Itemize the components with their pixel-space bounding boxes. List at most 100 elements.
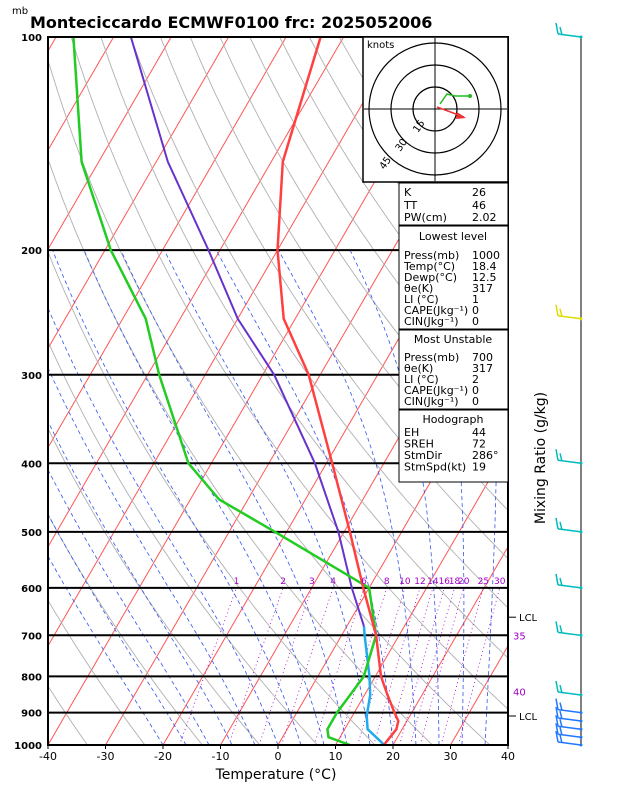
wind-barb-flag2-2	[559, 453, 563, 462]
storm-motion-arrowhead	[456, 112, 466, 119]
moist-adiabat-line	[48, 513, 187, 745]
hodograph-ring-15	[412, 86, 458, 132]
hodograph-stat-label-1: SREH	[404, 438, 434, 451]
lowest-level-value-6: 0	[472, 315, 479, 328]
pressure-tick-200: 200	[21, 246, 42, 257]
wind-barb-dot-3	[579, 530, 583, 534]
lowest-level-label-1: Temp(°C)	[403, 260, 455, 273]
isotherm-line	[48, 37, 230, 350]
temp-tick-10: 10	[329, 750, 343, 763]
lowest-level-label-6: CIN(Jkg⁻¹)	[404, 315, 459, 328]
mixing-ratio-line	[228, 587, 284, 745]
mixing-ratio-label-9: 16	[439, 577, 451, 587]
temp-tick--20: -20	[154, 750, 172, 763]
dry-adiabat-line	[100, 37, 508, 659]
lowest-level-label-3: θe(K)	[404, 282, 433, 295]
index-tt-value: 46	[472, 199, 486, 212]
mixing-ratio-label-12: 25	[478, 577, 489, 587]
wind-barb-flag-8	[555, 706, 559, 719]
wind-panel: Mixing Ratio (g/kg)	[533, 22, 583, 747]
wind-barb-flag2-7	[559, 702, 563, 711]
wind-barb-dot-2	[579, 461, 583, 465]
dry-adiabat-line	[48, 599, 146, 745]
hodograph-stat-value-0: 44	[472, 426, 486, 439]
moist-adiabat-line	[83, 249, 325, 745]
pressure-unit-label: mb	[12, 6, 28, 17]
mixing-ratio-label-6: 10	[399, 577, 411, 587]
moist-adiabat-line	[215, 249, 394, 745]
temp-tick-40: 40	[501, 750, 515, 763]
wind-barb-flag-2	[555, 449, 559, 461]
most-unstable-value-2: 2	[472, 373, 479, 386]
hodograph-unit: knots	[367, 40, 394, 51]
wind-barb-flag2-1	[559, 308, 563, 317]
wind-barb-flag-5	[555, 621, 559, 633]
wind-barb-dot-9	[579, 727, 583, 731]
wind-barb-flag-0	[555, 22, 559, 35]
mixing-ratio-line	[419, 587, 465, 745]
lowest-level-box	[398, 225, 509, 330]
mixing-ratio-line	[281, 587, 334, 745]
temp-tick-20: 20	[386, 750, 400, 763]
isotherm-line	[566, 37, 618, 745]
wind-barb-flag2-10	[559, 727, 563, 736]
pressure-tick-1000: 1000	[14, 741, 42, 752]
isotherm-line	[48, 37, 115, 152]
dry-adiabat-line	[48, 250, 376, 745]
dewpoint-line	[72, 37, 378, 745]
hodograph: knots 15 30 45	[362, 36, 509, 183]
wind-barb-flag-9	[555, 715, 559, 727]
isotherm-line	[48, 37, 402, 647]
x-axis-label: Temperature (°C)	[215, 767, 337, 783]
hodograph-stats-title: Hodograph	[423, 413, 484, 426]
hodograph-stat-value-1: 72	[472, 438, 486, 451]
lcl-label-1: LCL	[519, 613, 538, 624]
wind-barb-flag-1	[555, 304, 559, 316]
wind-barb-flag-3	[555, 517, 559, 530]
indices-box	[398, 182, 509, 226]
most-unstable-label-3: CAPE(Jkg⁻¹)	[404, 384, 468, 397]
wind-barb-flag2-8	[559, 710, 563, 720]
wind-barb-dot-11	[579, 743, 583, 747]
index-pw-value: 2.02	[472, 211, 497, 224]
isotherm-line	[335, 446, 508, 745]
temp-tick--30: -30	[97, 750, 115, 763]
mixing-ratio-label-10: 18	[449, 577, 461, 587]
dry-adiabat-line	[189, 37, 508, 511]
mixing-ratio-line	[458, 587, 501, 745]
parcel-upper-line	[129, 37, 365, 627]
mixing-ratio-label-4: 6	[361, 577, 367, 587]
wind-barb-flag2-0	[559, 26, 563, 36]
moist-adiabat-line	[52, 249, 302, 745]
dry-adiabat-line	[159, 37, 508, 560]
lowest-level-value-3: 317	[472, 282, 493, 295]
lowest-level-value-0: 1000	[472, 249, 500, 262]
pressure-tick-400: 400	[21, 459, 42, 470]
hodograph-stat-label-3: StmSpd(kt)	[404, 461, 466, 474]
lcl-label-0: LCL	[519, 712, 538, 723]
mixing-ratio-line	[258, 587, 313, 745]
index-k-value: 26	[472, 186, 486, 199]
moist-adiabat-line	[48, 367, 256, 745]
most-unstable-value-1: 317	[472, 362, 493, 375]
temp-tick-0: 0	[275, 750, 282, 763]
most-unstable-value-4: 0	[472, 395, 479, 408]
mixing-ratio-label-13: 30	[494, 577, 506, 587]
mixing-ratio-label-1: 2	[280, 577, 286, 587]
dry-adiabat-line	[48, 513, 203, 745]
wind-barb-dot-10	[579, 735, 583, 739]
wind-barb-dot-4	[579, 586, 583, 590]
isotherm-line	[392, 545, 508, 745]
most-unstable-label-2: LI (°C)	[404, 373, 439, 386]
hodograph-trace	[439, 93, 470, 105]
most-unstable-value-3: 0	[472, 384, 479, 397]
lowest-level-label-0: Press(mb)	[404, 249, 459, 262]
wind-barb-flag2-3	[559, 521, 563, 531]
hodograph-ring-45	[368, 42, 502, 176]
index-tt-label: TT	[403, 199, 418, 212]
lowest-level-label-4: LI (°C)	[404, 293, 439, 306]
wind-barb-dot-5	[579, 633, 583, 637]
pressure-tick-800: 800	[21, 672, 42, 683]
mixing-ratio-axis-label: Mixing Ratio (g/kg)	[533, 392, 549, 524]
temp-tick-30: 30	[444, 750, 458, 763]
